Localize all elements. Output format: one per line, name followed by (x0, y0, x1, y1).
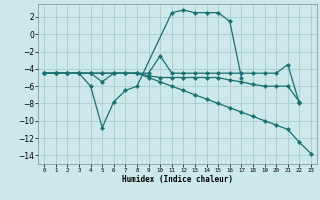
X-axis label: Humidex (Indice chaleur): Humidex (Indice chaleur) (122, 175, 233, 184)
